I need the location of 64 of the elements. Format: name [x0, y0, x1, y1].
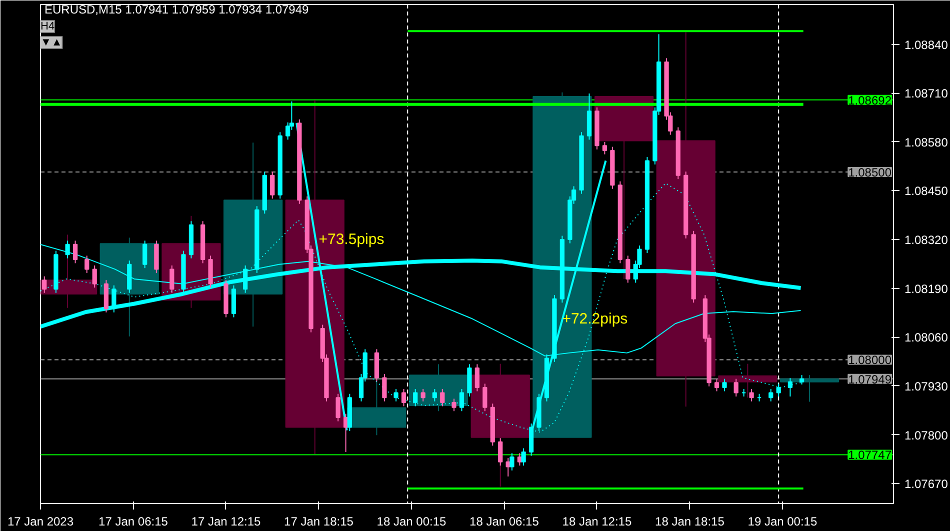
annotation: ▼▲ — [40, 36, 62, 48]
y-tick-label: 1.08190 — [904, 282, 948, 296]
y-tick-label: 1.07930 — [904, 379, 948, 394]
candlestick — [170, 264, 174, 294]
x-tick-label: 18 Jan 06:15 — [470, 514, 540, 528]
x-tick-label: 17 Jan 06:15 — [98, 514, 168, 528]
candlestick — [474, 364, 480, 392]
candlestick — [482, 383, 488, 412]
ref-line-label: 1.08000 — [848, 353, 892, 368]
x-tick-label: 18 Jan 18:15 — [655, 514, 725, 528]
y-tick-label: 1.08060 — [904, 330, 948, 345]
y-tick-label: 1.08840 — [904, 38, 948, 52]
annotation: H4 — [40, 20, 55, 32]
candlestick — [440, 388, 445, 407]
candlestick — [734, 378, 738, 397]
candlestick — [722, 378, 727, 392]
candlestick — [142, 240, 148, 269]
candlestick — [714, 378, 720, 392]
candlestick — [84, 255, 90, 274]
candlestick — [112, 284, 116, 313]
y-tick-label: 1.08580 — [904, 135, 948, 150]
annotation: +73.5pips — [318, 231, 384, 248]
candlestick — [413, 388, 418, 407]
y-tick-label: 1.08320 — [904, 233, 948, 248]
ref-line-label: 1.07949 — [848, 372, 892, 386]
x-tick-label: 18 Jan 12:15 — [562, 514, 632, 528]
candlestick — [768, 388, 774, 402]
x-tick-label: 19 Jan 00:15 — [748, 514, 818, 528]
candlestick — [776, 383, 781, 397]
x-tick-label: 18 Jan 00:15 — [376, 514, 447, 528]
candlestick — [510, 452, 514, 471]
candlestick — [498, 438, 503, 466]
candlestick — [602, 141, 608, 155]
candlestick — [72, 240, 78, 264]
candlestick — [626, 255, 630, 284]
y-tick-label: 1.07670 — [904, 477, 948, 492]
candlestick — [432, 388, 437, 402]
candlestick — [382, 373, 387, 402]
candlestick — [452, 398, 456, 412]
candlestick — [394, 388, 398, 402]
candlestick — [270, 171, 275, 200]
y-tick-label: 1.07800 — [904, 428, 948, 442]
candlestick — [420, 388, 426, 402]
candlestick — [343, 413, 348, 453]
candlestick — [788, 378, 793, 397]
candlestick — [336, 393, 340, 422]
ref-line-label: 1.08692 — [848, 93, 892, 108]
candlestick — [459, 388, 464, 412]
annotation: +72.2pips — [562, 310, 628, 328]
x-tick-label: 17 Jan 12:15 — [191, 514, 262, 528]
y-tick-label: 1.08450 — [904, 184, 948, 198]
chart-title: EURUSD,M15 1.07941 1.07959 1.07934 1.07949 — [44, 2, 310, 16]
ref-line-label: 1.07747 — [848, 448, 892, 462]
ref-line-label: 1.08500 — [848, 165, 892, 180]
candlestick — [470, 363, 530, 488]
candlestick — [749, 388, 754, 402]
x-tick-label: 17 Jan 18:15 — [284, 514, 354, 528]
candlestick — [92, 264, 97, 288]
candlestick — [521, 448, 526, 466]
y-tick-label: 1.08710 — [904, 86, 948, 101]
candlestick — [242, 264, 248, 294]
candlestick — [401, 388, 406, 407]
candlestick — [42, 276, 47, 294]
x-tick-label: 17 Jan 2023 — [7, 514, 74, 528]
